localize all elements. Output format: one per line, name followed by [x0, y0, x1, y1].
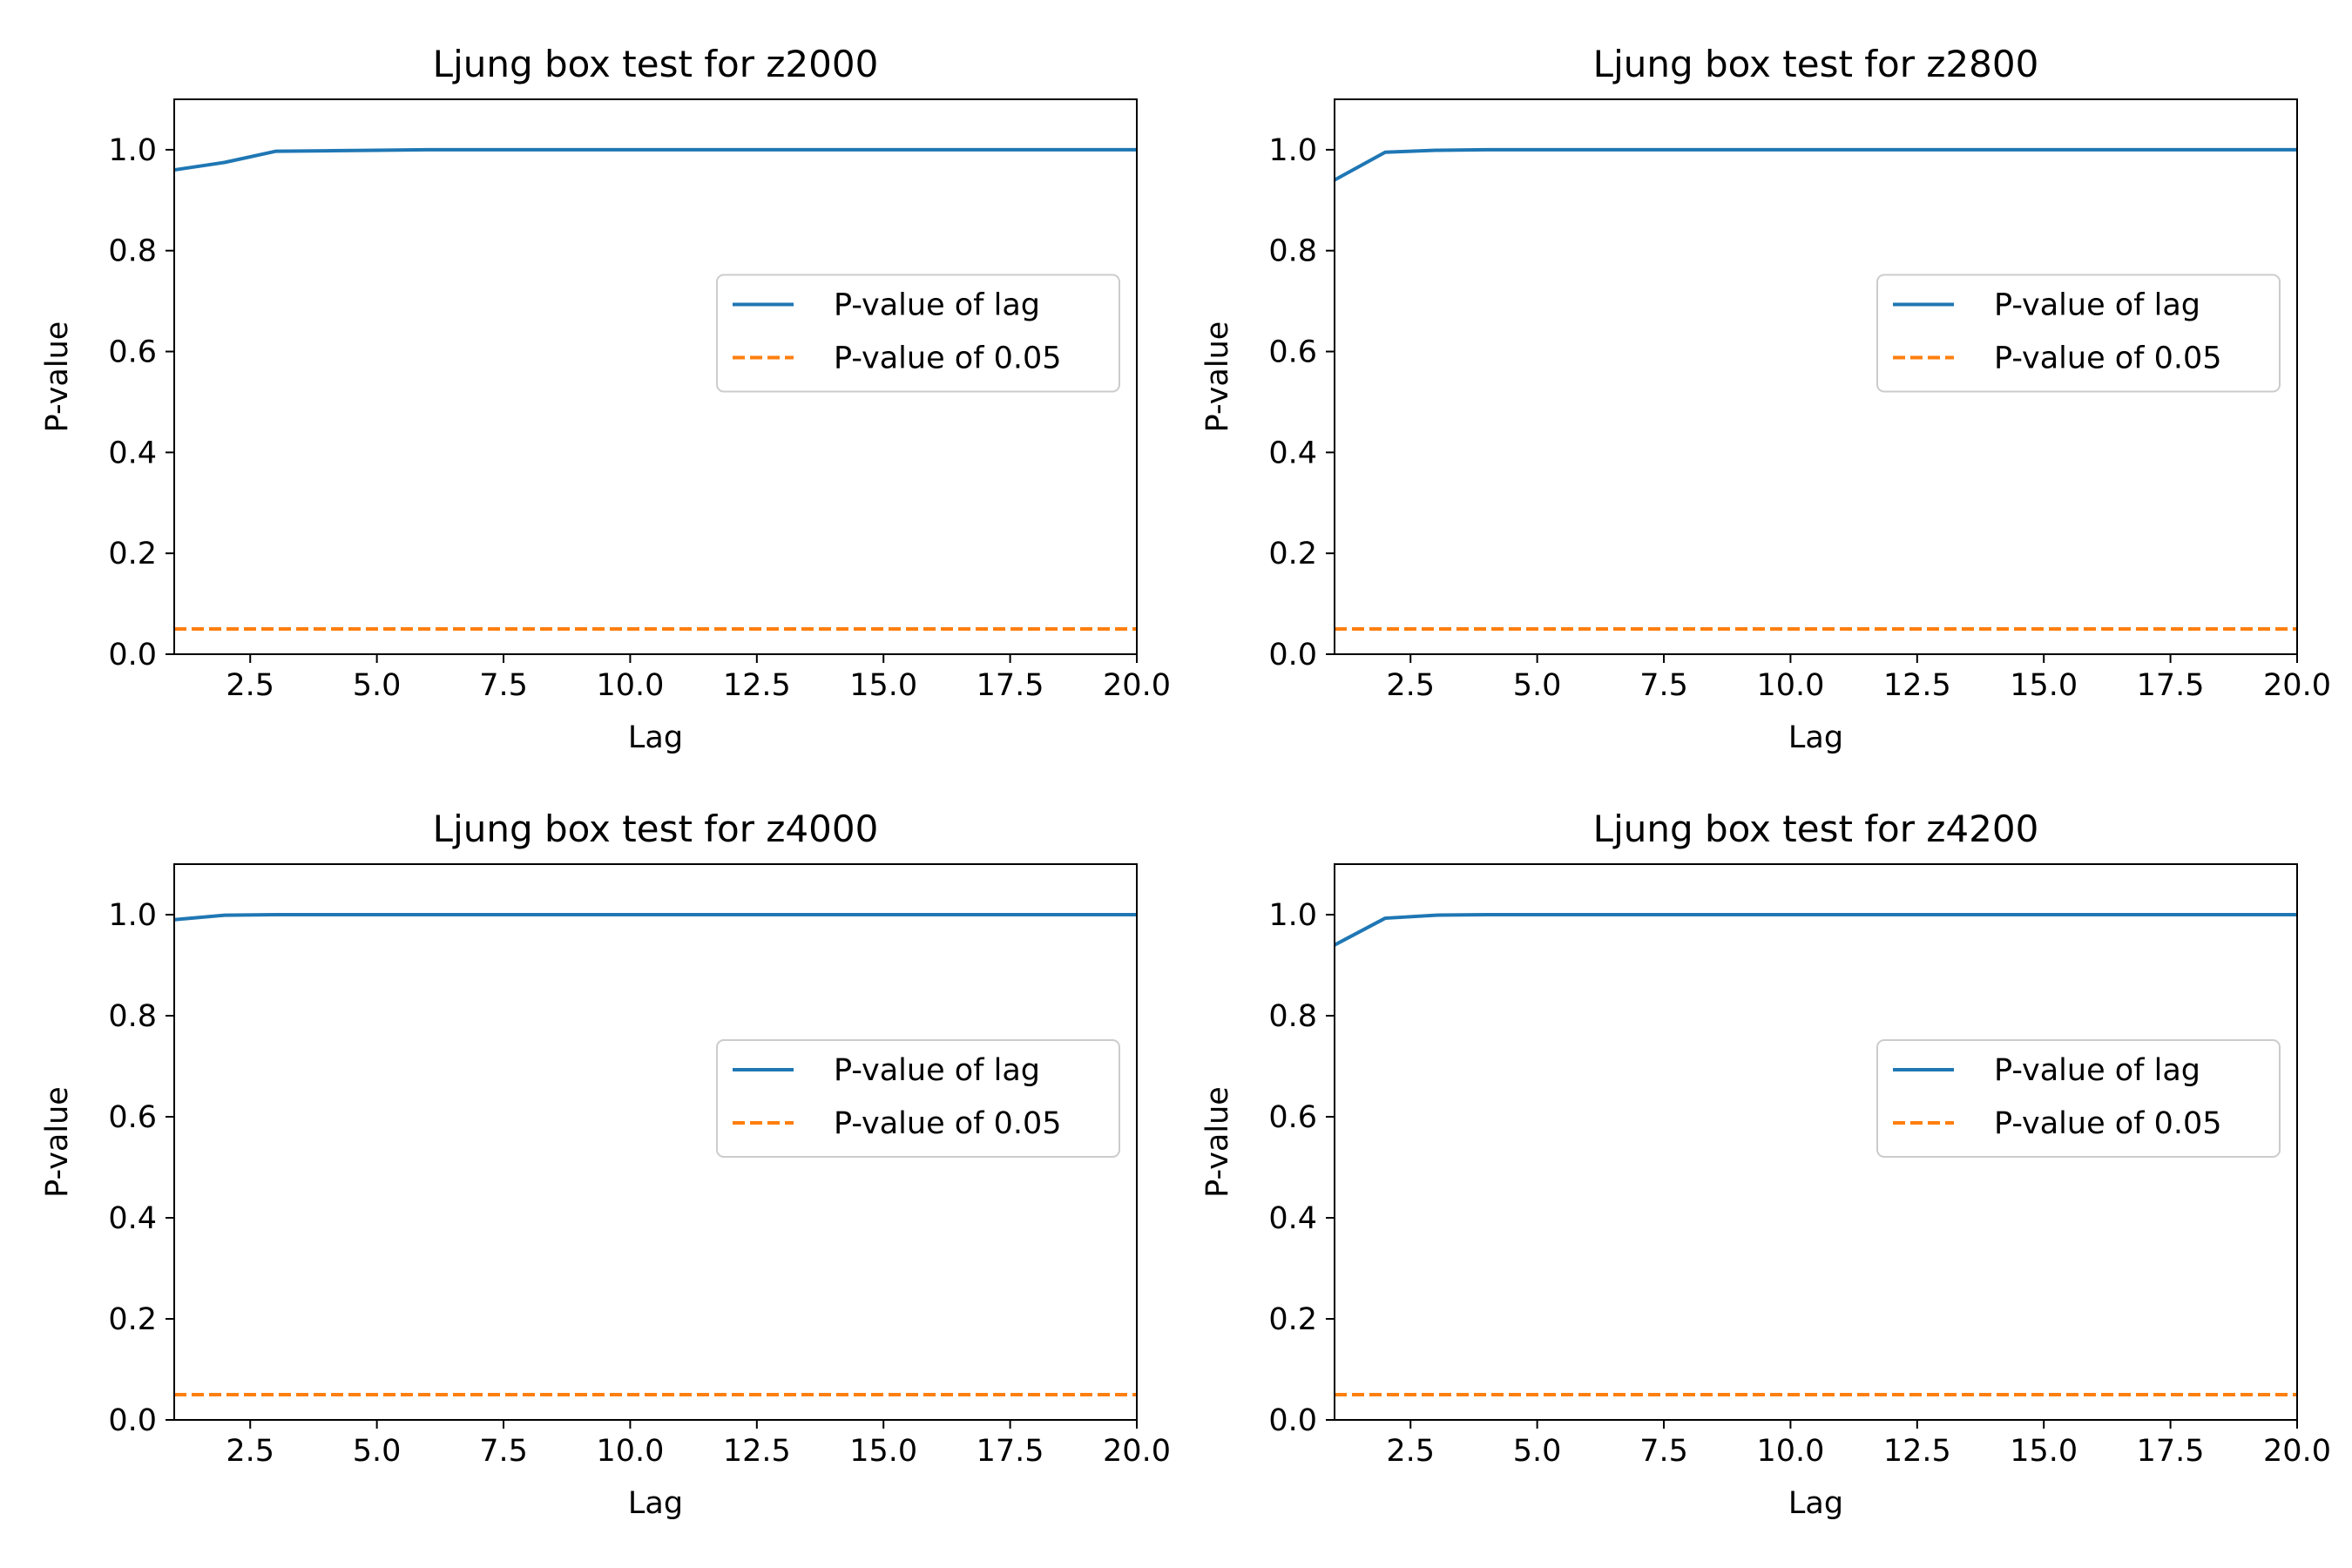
legend: P-value of lag P-value of 0.05 — [716, 1039, 1120, 1158]
legend: P-value of lag P-value of 0.05 — [716, 274, 1120, 393]
y-tick-label: 0.4 — [1268, 1201, 1317, 1236]
x-tick-label: 10.0 — [596, 668, 664, 703]
x-axis-label: Lag — [1788, 1486, 1843, 1521]
subplot-1: 2.5 5.0 7.5 10.0 12.5 15.0 17.5 20.0 0.0 0.2 0.4 0.… — [40, 43, 1171, 755]
subplot-2: 2.5 5.0 7.5 10.0 12.5 15.0 17.5 20.0 0.0 0.2 0.4 0.… — [1200, 43, 2331, 755]
y-tick-label: 1.0 — [1268, 133, 1317, 168]
x-tick-label: 10.0 — [1756, 668, 1824, 703]
x-tick-label: 15.0 — [849, 668, 917, 703]
x-tick-label: 15.0 — [2010, 668, 2078, 703]
x-tick-label: 2.5 — [1386, 1434, 1435, 1469]
legend: P-value of lag P-value of 0.05 — [1876, 1039, 2281, 1158]
y-axis-label: P-value — [40, 321, 75, 433]
y-tick-label: 0.6 — [1268, 1100, 1317, 1135]
x-tick-label: 12.5 — [1883, 1434, 1951, 1469]
legend-label: P-value of lag — [834, 1053, 1040, 1088]
x-tick-label: 2.5 — [226, 1434, 274, 1469]
series-line-p-value-of-lag — [1334, 913, 2297, 947]
x-tick-label: 17.5 — [2137, 668, 2205, 703]
y-tick-label: 0.2 — [108, 537, 157, 571]
series-line-p-value-of-lag — [1334, 147, 2297, 182]
chart-title: Ljung box test for z4000 — [433, 808, 879, 850]
legend-label: P-value of 0.05 — [1994, 1106, 2222, 1141]
chart-title: Ljung box test for z2000 — [433, 43, 879, 85]
y-tick-label: 0.0 — [1268, 638, 1317, 672]
x-tick-label: 5.0 — [353, 668, 402, 703]
y-tick-label: 0.8 — [108, 999, 157, 1034]
y-tick-label: 0.2 — [108, 1302, 157, 1337]
subplot-4: 2.5 5.0 7.5 10.0 12.5 15.0 17.5 20.0 0.0 0.2 0.4 0.… — [1200, 808, 2331, 1521]
legend-box — [1876, 1039, 2281, 1158]
x-tick-label: 12.5 — [723, 1434, 791, 1469]
y-axis-label: P-value — [40, 1086, 75, 1198]
x-axis-label: Lag — [628, 1486, 683, 1521]
y-axis-label: P-value — [1200, 321, 1235, 433]
y-tick-label: 1.0 — [108, 133, 157, 168]
x-tick-label: 20.0 — [1103, 1434, 1171, 1469]
x-tick-label: 15.0 — [2010, 1434, 2078, 1469]
x-tick-label: 7.5 — [1639, 1434, 1688, 1469]
x-tick-label: 5.0 — [1513, 1434, 1562, 1469]
subplot-3: 2.5 5.0 7.5 10.0 12.5 15.0 17.5 20.0 0.0 0.2 0.4 0.… — [40, 808, 1171, 1521]
chart-title: Ljung box test for z4200 — [1593, 808, 2039, 850]
x-tick-label: 12.5 — [723, 668, 791, 703]
legend-label: P-value of 0.05 — [1994, 341, 2222, 376]
chart-title: Ljung box test for z2800 — [1593, 43, 2039, 85]
y-axis-label: P-value — [1200, 1086, 1235, 1198]
y-tick-label: 0.6 — [108, 335, 157, 370]
axes-frame — [1334, 98, 2298, 655]
x-tick-label: 20.0 — [1103, 668, 1171, 703]
y-tick-label: 0.0 — [1268, 1403, 1317, 1438]
legend-label: P-value of lag — [1994, 1053, 2200, 1088]
y-tick-label: 0.0 — [108, 1403, 157, 1438]
x-tick-label: 12.5 — [1883, 668, 1951, 703]
axes-frame — [1334, 863, 2298, 1421]
x-tick-label: 17.5 — [977, 1434, 1044, 1469]
y-tick-label: 0.4 — [108, 436, 157, 470]
legend-box — [716, 1039, 1120, 1158]
x-tick-label: 5.0 — [1513, 668, 1562, 703]
y-tick-label: 0.0 — [108, 638, 157, 672]
y-tick-label: 0.4 — [1268, 436, 1317, 470]
x-tick-label: 20.0 — [2263, 668, 2331, 703]
x-tick-label: 2.5 — [1386, 668, 1435, 703]
x-tick-label: 5.0 — [353, 1434, 402, 1469]
x-tick-label: 7.5 — [479, 1434, 528, 1469]
y-tick-label: 1.0 — [108, 898, 157, 933]
x-tick-label: 2.5 — [226, 668, 274, 703]
x-tick-label: 10.0 — [596, 1434, 664, 1469]
y-tick-label: 0.8 — [1268, 999, 1317, 1034]
x-tick-label: 20.0 — [2263, 1434, 2331, 1469]
y-tick-label: 0.6 — [1268, 335, 1317, 370]
x-tick-label: 7.5 — [1639, 668, 1688, 703]
axes-frame — [173, 863, 1138, 1421]
y-tick-label: 0.2 — [1268, 537, 1317, 571]
legend-box — [1876, 274, 2281, 393]
y-tick-label: 0.2 — [1268, 1302, 1317, 1337]
legend-label: P-value of 0.05 — [834, 1106, 1062, 1141]
series-line-p-value-of-lag — [173, 913, 1137, 922]
x-tick-label: 10.0 — [1756, 1434, 1824, 1469]
x-axis-label: Lag — [628, 720, 683, 755]
legend-box — [716, 274, 1120, 393]
x-tick-label: 17.5 — [2137, 1434, 2205, 1469]
x-tick-label: 7.5 — [479, 668, 528, 703]
y-tick-label: 0.4 — [108, 1201, 157, 1236]
legend-label: P-value of 0.05 — [834, 341, 1062, 376]
axes-frame — [173, 98, 1138, 655]
series-line-p-value-of-lag — [173, 147, 1137, 172]
legend-label: P-value of lag — [1994, 288, 2200, 323]
y-tick-label: 0.6 — [108, 1100, 157, 1135]
x-tick-label: 15.0 — [849, 1434, 917, 1469]
y-tick-label: 0.8 — [108, 234, 157, 269]
x-axis-label: Lag — [1788, 720, 1843, 755]
x-tick-label: 17.5 — [977, 668, 1044, 703]
y-tick-label: 1.0 — [1268, 898, 1317, 933]
legend: P-value of lag P-value of 0.05 — [1876, 274, 2281, 393]
y-tick-label: 0.8 — [1268, 234, 1317, 269]
legend-label: P-value of lag — [834, 288, 1040, 323]
